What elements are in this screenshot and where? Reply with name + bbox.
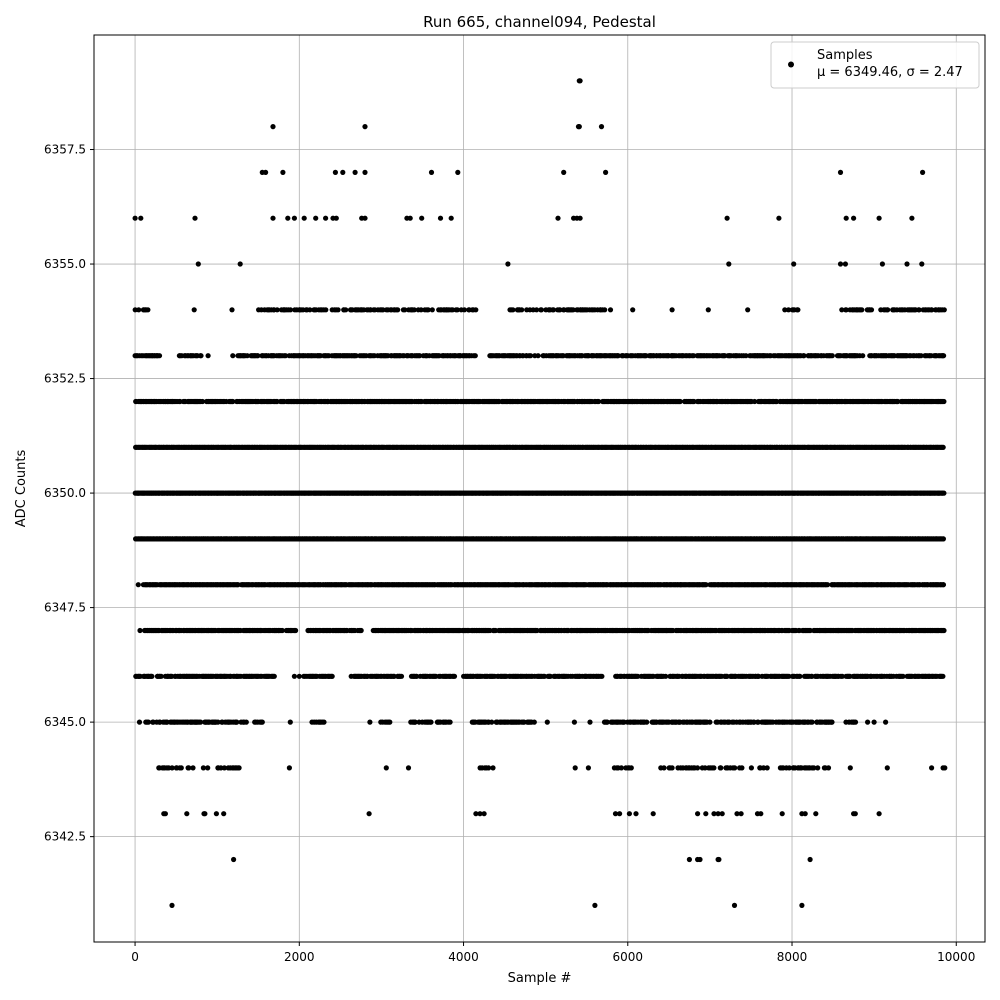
data-point — [839, 307, 845, 313]
data-point — [596, 398, 602, 405]
data-point — [199, 398, 206, 405]
data-point — [358, 627, 364, 634]
data-point — [307, 307, 313, 313]
data-point — [353, 353, 359, 359]
data-point — [145, 307, 151, 313]
data-point — [940, 582, 947, 588]
data-point — [274, 307, 280, 313]
data-point — [916, 307, 922, 313]
data-point — [801, 353, 807, 359]
data-point — [538, 307, 545, 313]
data-point — [156, 353, 163, 359]
data-point — [941, 307, 947, 313]
data-point — [335, 307, 341, 313]
data-point — [454, 307, 460, 313]
data-point — [691, 353, 697, 359]
data-point — [829, 353, 835, 359]
data-point — [570, 307, 576, 313]
data-point — [425, 307, 431, 313]
data-point — [429, 307, 435, 313]
data-point — [940, 444, 946, 450]
data-point — [607, 307, 614, 313]
data-point — [472, 353, 478, 359]
data-point — [860, 353, 866, 359]
data-point — [287, 307, 294, 313]
data-point — [417, 353, 423, 359]
data-point — [136, 307, 142, 313]
data-point — [323, 307, 329, 313]
data-point — [244, 353, 250, 359]
data-point — [929, 307, 935, 313]
data-point — [602, 307, 608, 313]
data-point — [519, 307, 525, 313]
data-point — [528, 353, 534, 359]
data-point — [461, 307, 467, 313]
data-point — [411, 307, 417, 313]
data-point — [941, 398, 947, 405]
data-point — [868, 307, 875, 313]
data-point — [615, 353, 621, 359]
data-point — [402, 307, 408, 313]
data-point — [473, 307, 479, 313]
data-point — [918, 353, 924, 359]
data-point — [795, 307, 801, 313]
data-point — [743, 353, 749, 359]
data-point — [752, 398, 758, 405]
data-point — [941, 490, 947, 496]
data-point — [859, 307, 865, 313]
data-point — [940, 536, 947, 542]
data-point — [677, 398, 683, 405]
data-point — [941, 353, 947, 359]
data-point — [230, 398, 236, 405]
data-point — [293, 627, 299, 634]
data-point — [198, 353, 204, 359]
data-points — [132, 78, 948, 909]
data-point — [255, 353, 261, 359]
data-point — [550, 307, 557, 313]
data-point — [885, 307, 891, 313]
data-point — [785, 307, 792, 313]
data-point — [843, 307, 849, 313]
data-point — [395, 307, 401, 313]
data-point — [782, 307, 788, 313]
data-point — [283, 353, 289, 359]
data-point — [535, 353, 541, 359]
data-point — [343, 307, 349, 313]
data-point — [534, 307, 540, 313]
data-point — [510, 307, 516, 313]
data-point — [557, 307, 563, 313]
data-point — [418, 307, 424, 313]
